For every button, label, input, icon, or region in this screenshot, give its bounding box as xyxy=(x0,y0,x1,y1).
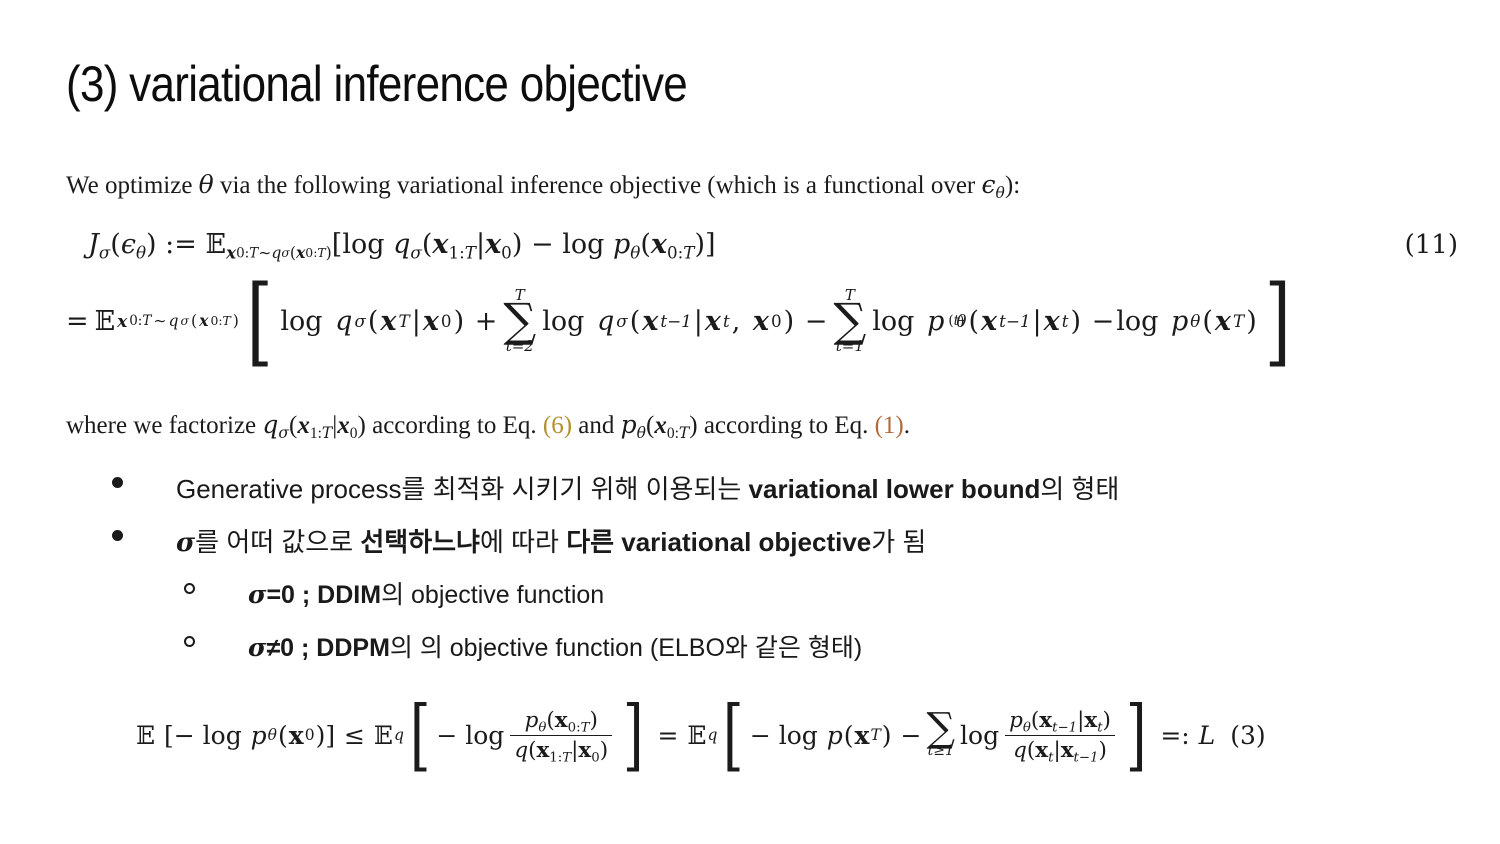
bullet-segment: 에 따라 xyxy=(479,526,567,557)
bullet-segment-bold: variational lower bound xyxy=(748,474,1041,504)
bullet-segment: 의 objective function xyxy=(381,581,605,610)
left-bracket: [ xyxy=(723,690,744,780)
bullet-disc-icon xyxy=(112,527,176,541)
excerpt-intro-mid: via the following variational inference … xyxy=(213,172,982,199)
sum-2-upper-limit: T xyxy=(844,286,855,305)
list-item-label: σ=0 ; DDIM의 objective function xyxy=(248,580,604,611)
paper-excerpt-image: We optimize θ via the following variatio… xyxy=(66,170,1466,202)
fraction-denominator: q(x1:T|x0) xyxy=(514,737,609,766)
excerpt-where-line: where we factorize qσ(x1:T|x0) according… xyxy=(66,410,910,442)
bullet-circle-icon xyxy=(184,633,248,647)
equation-11-number: (11) xyxy=(1404,230,1458,260)
list-item: σ=0 ; DDIM의 objective function xyxy=(112,580,1452,611)
list-item-label: Generative process를 최적화 시키기 위해 이용되는 vari… xyxy=(176,474,1119,505)
list-item-label: σ를 어떠 값으로 선택하느냐에 따라 다른 variational objec… xyxy=(176,527,926,559)
bullet-segment-bold: 선택하느냐 xyxy=(360,526,480,557)
where-end: . xyxy=(903,412,910,439)
right-bracket: ] xyxy=(1264,265,1291,377)
equation-3-number: (3) xyxy=(1230,720,1266,750)
excerpt-intro-prefix: We optimize xyxy=(66,172,199,199)
bullet-segment-bold: =0 ; xyxy=(266,581,318,610)
excerpt-intro-suffix: ): xyxy=(1004,172,1021,199)
sigma-sum-glyph: ∑ xyxy=(926,704,956,751)
bullet-segment-bold: DDIM xyxy=(317,581,382,610)
eq-6-reference-link[interactable]: (6) xyxy=(542,412,573,439)
bullet-disc-icon xyxy=(112,474,176,488)
right-bracket: ] xyxy=(622,690,644,780)
fraction-denominator: q(xt|xt−1) xyxy=(1013,737,1107,766)
bullet-segment: 의 형태 xyxy=(1040,474,1120,504)
sigma-symbol: σ xyxy=(248,632,267,662)
epsilon-subscript-theta: θ xyxy=(995,183,1005,202)
equation-11: Jσ(ϵθ) := 𝔼x0:T∼qσ(x0:T)[log qσ(x1:T|x0)… xyxy=(66,222,1466,374)
epsilon-symbol: ϵ xyxy=(981,170,996,199)
bullet-circle-icon xyxy=(184,580,248,595)
bullet-list: Generative process를 최적화 시키기 위해 이용되는 vari… xyxy=(112,474,1452,685)
bullet-segment: 를 어떠 값으로 xyxy=(195,526,361,557)
sigma-sum-glyph: ∑ xyxy=(503,292,537,347)
sum-1-lower-limit: t=2 xyxy=(505,337,534,356)
bullet-segment: 가 됨 xyxy=(871,526,927,557)
bullet-segment-bold: ≠0 ; xyxy=(266,633,317,662)
left-bracket: [ xyxy=(409,690,431,780)
summation-3: ∑ t≥1 xyxy=(926,704,956,759)
sum-3-limit: t≥1 xyxy=(927,742,954,759)
where-mid: according to Eq. xyxy=(365,412,543,439)
summation-1: T ∑ t=2 xyxy=(503,287,536,355)
fraction-numerator: pθ(x0:T) xyxy=(524,707,598,735)
equation-3-label: L xyxy=(1198,720,1216,750)
where-mid2: according to Eq. xyxy=(697,412,875,439)
bullet-segment: 의 의 objective function (ELBO와 같은 형태) xyxy=(389,633,863,662)
equation-11-line-1: Jσ(ϵθ) := 𝔼x0:T∼qσ(x0:T)[log qσ(x1:T|x0)… xyxy=(66,222,1466,268)
summation-2: T ∑ t=1 xyxy=(833,287,866,355)
sigma-symbol: σ xyxy=(176,527,196,558)
sigma-symbol: σ xyxy=(248,580,267,610)
bullet-segment-bold: 다른 variational objective xyxy=(566,526,872,557)
list-item: σ를 어떠 값으로 선택하느냐에 따라 다른 variational objec… xyxy=(112,527,1452,559)
where-prefix: where we factorize xyxy=(66,412,263,439)
fraction-1: pθ(x0:T) q(x1:T|x0) xyxy=(510,707,613,766)
fraction-numerator: pθ(xt−1|xt) xyxy=(1009,707,1111,735)
right-bracket: ] xyxy=(1125,690,1147,780)
list-item-label: σ≠0 ; DDPM의 의 objective function (ELBO와 … xyxy=(248,633,862,664)
fraction-2: pθ(xt−1|xt) q(xt|xt−1) xyxy=(1005,707,1115,766)
bullet-segment-bold: DDPM xyxy=(316,633,390,662)
sum-1-upper-limit: T xyxy=(514,286,525,305)
bullet-segment: Generative process를 최적화 시키기 위해 이용되는 xyxy=(176,474,749,504)
list-item: σ≠0 ; DDPM의 의 objective function (ELBO와 … xyxy=(112,633,1452,664)
sum-2-lower-limit: t=1 xyxy=(835,337,864,356)
sigma-sum-glyph: ∑ xyxy=(833,292,867,347)
excerpt-intro-line: We optimize θ via the following variatio… xyxy=(66,170,1466,202)
eq-1-reference-link[interactable]: (1) xyxy=(874,412,904,439)
page-title: (3) variational inference objective xyxy=(66,56,688,112)
left-bracket: [ xyxy=(246,265,273,377)
list-item: Generative process를 최적화 시키기 위해 이용되는 vari… xyxy=(112,474,1452,505)
where-and: and xyxy=(572,412,621,439)
theta-symbol: θ xyxy=(198,170,214,199)
